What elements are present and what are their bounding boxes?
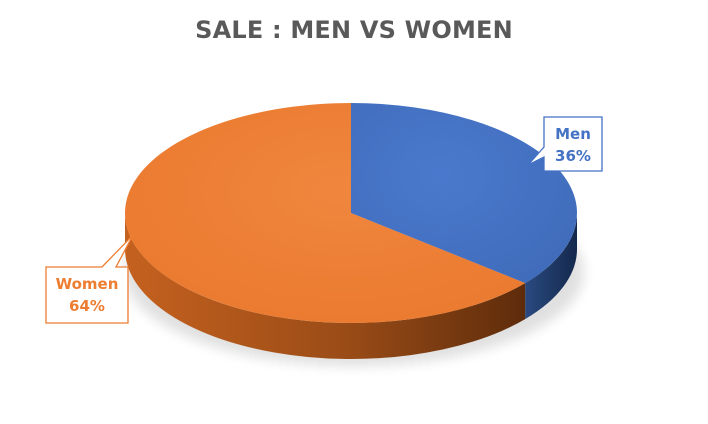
callout-box xyxy=(45,234,134,324)
chart-title: SALE : MEN VS WOMEN xyxy=(195,16,513,44)
women-slice-side xyxy=(125,213,526,359)
men-slice xyxy=(351,103,577,284)
callout-percent: 64% xyxy=(69,297,105,315)
callout-category: Women xyxy=(56,275,119,293)
callout-percent: 36% xyxy=(555,147,591,165)
men-data-label: Men 36% xyxy=(527,116,603,172)
callout-category: Men xyxy=(555,125,591,143)
women-data-label: Women 64% xyxy=(45,234,134,324)
men-slice-side xyxy=(525,213,577,320)
callout-box xyxy=(527,116,603,172)
women-slice xyxy=(124,103,526,323)
